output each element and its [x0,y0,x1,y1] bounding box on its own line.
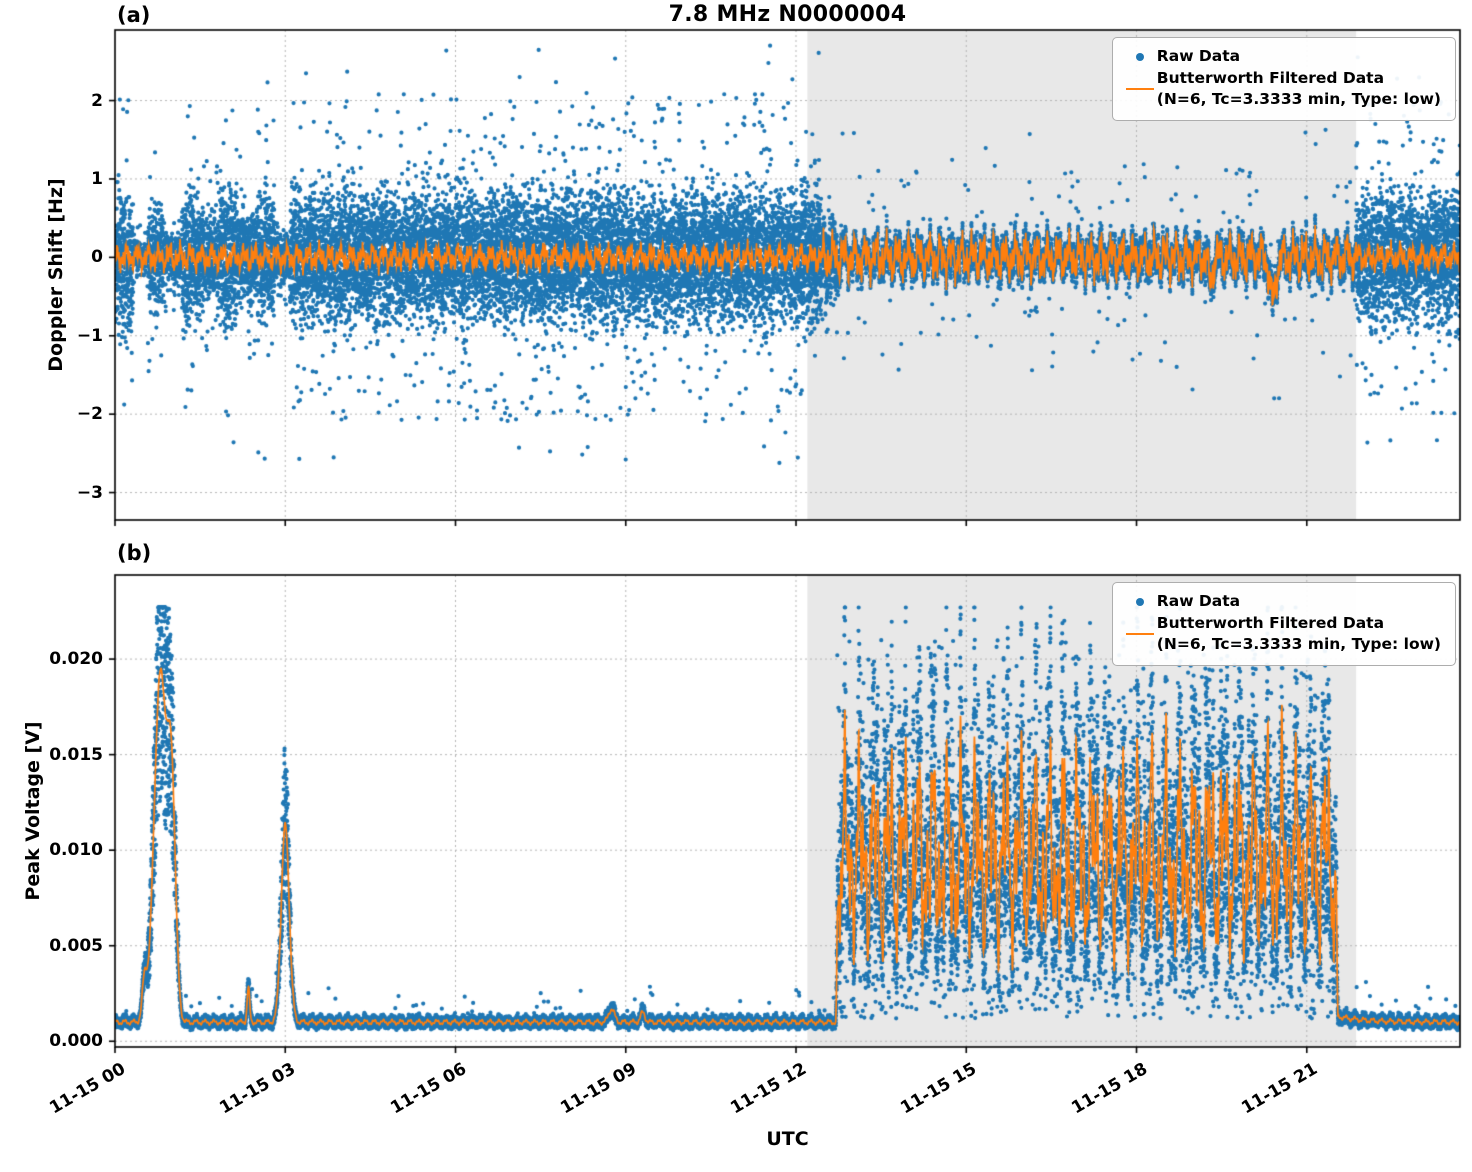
raw-data-marker-icon [1123,597,1157,606]
panel-b-label: (b) [117,541,152,565]
y-tick-label-a: −3 [76,482,103,503]
legend-raw-label: Raw Data [1156,47,1241,65]
legend-filtered-label: Butterworth Filtered Data [1156,69,1385,87]
x-axis-label: UTC [766,1128,809,1150]
legend-item-raw: Raw Data [1123,46,1441,67]
legend-raw-label: Raw Data [1156,592,1241,610]
filtered-line-icon [1123,87,1157,91]
panel-a-label: (a) [117,3,151,27]
chart-title: 7.8 MHz N0000004 [668,2,907,27]
y-tick-label-a: 2 [91,90,103,111]
y-tick-label-b: 0.005 [49,935,103,956]
legend-filtered-params: (N=6, Tc=3.3333 min, Type: low) [1156,90,1441,108]
y-tick-label-a: −1 [76,325,103,346]
legend-a: Raw Data Butterworth Filtered Data (N=6, … [1111,37,1456,121]
legend-filtered-params: (N=6, Tc=3.3333 min, Type: low) [1156,635,1441,653]
legend-b: Raw Data Butterworth Filtered Data (N=6, … [1111,582,1456,666]
y-tick-label-a: −2 [76,404,103,425]
filtered-line-icon [1123,632,1157,636]
legend-item-raw: Raw Data [1123,591,1441,612]
y-tick-label-b: 0.000 [49,1031,103,1052]
legend-filtered-label: Butterworth Filtered Data [1156,614,1385,632]
legend-item-filtered: Butterworth Filtered Data (N=6, Tc=3.3333… [1123,68,1441,110]
y-tick-label-b: 0.010 [49,840,103,861]
legend-item-filtered: Butterworth Filtered Data (N=6, Tc=3.3333… [1123,613,1441,655]
y-tick-label-b: 0.020 [49,649,103,670]
y-tick-label-a: 1 [91,168,103,189]
raw-data-marker-icon [1123,52,1157,61]
y-tick-label-b: 0.015 [49,744,103,765]
y-tick-label-a: 0 [91,247,103,268]
